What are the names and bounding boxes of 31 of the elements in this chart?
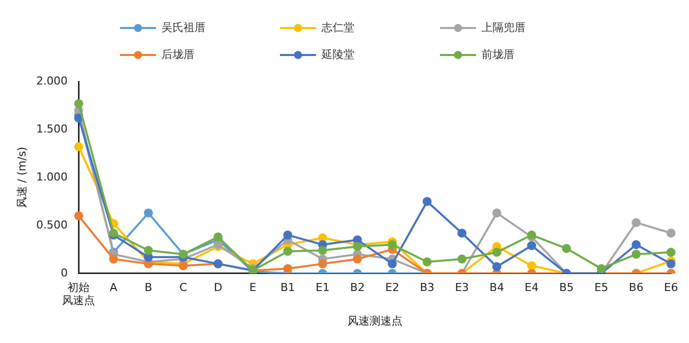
x-tick-label: B5 [559, 280, 574, 294]
x-tick-label: E [249, 280, 256, 294]
x-tick-label: E1 [316, 280, 330, 294]
x-tick-label: B [144, 280, 152, 294]
legend-label: 上隔兜厝 [482, 20, 526, 35]
x-tick-label: 初始风速点 [62, 280, 96, 308]
x-tick-label: E4 [524, 280, 539, 294]
legend-label: 后垅厝 [162, 47, 194, 62]
y-tick-label: 0.500 [36, 218, 68, 232]
legend-label: 吴氏祖厝 [162, 20, 206, 35]
x-tick-label: B2 [350, 280, 365, 294]
x-tick-label: B4 [490, 280, 504, 294]
x-tick-label: B1 [280, 280, 296, 294]
y-tick-label: 1.000 [36, 170, 68, 184]
y-tick-label: 1.500 [36, 122, 68, 136]
x-tick-label: E5 [594, 280, 608, 294]
x-axis-title: 风速测速点 [347, 314, 402, 328]
x-tick-label: B3 [420, 280, 434, 294]
x-tick-label: D [214, 280, 222, 294]
y-tick-label: 0 [60, 266, 68, 280]
x-tick-label: A [110, 280, 118, 294]
legend-label: 前垅厝 [482, 47, 514, 62]
x-tick-label: B6 [628, 280, 644, 294]
x-tick-label: E6 [664, 280, 678, 294]
y-axis-title: 风速 / (m/s) [15, 146, 28, 208]
x-tick-label: E3 [454, 280, 469, 294]
y-tick-label: 2.000 [36, 74, 68, 88]
legend-label: 志仁堂 [322, 20, 354, 35]
x-tick-label: C [179, 280, 188, 294]
x-tick-label: E2 [385, 280, 400, 294]
legend-label: 延陵堂 [322, 47, 354, 62]
